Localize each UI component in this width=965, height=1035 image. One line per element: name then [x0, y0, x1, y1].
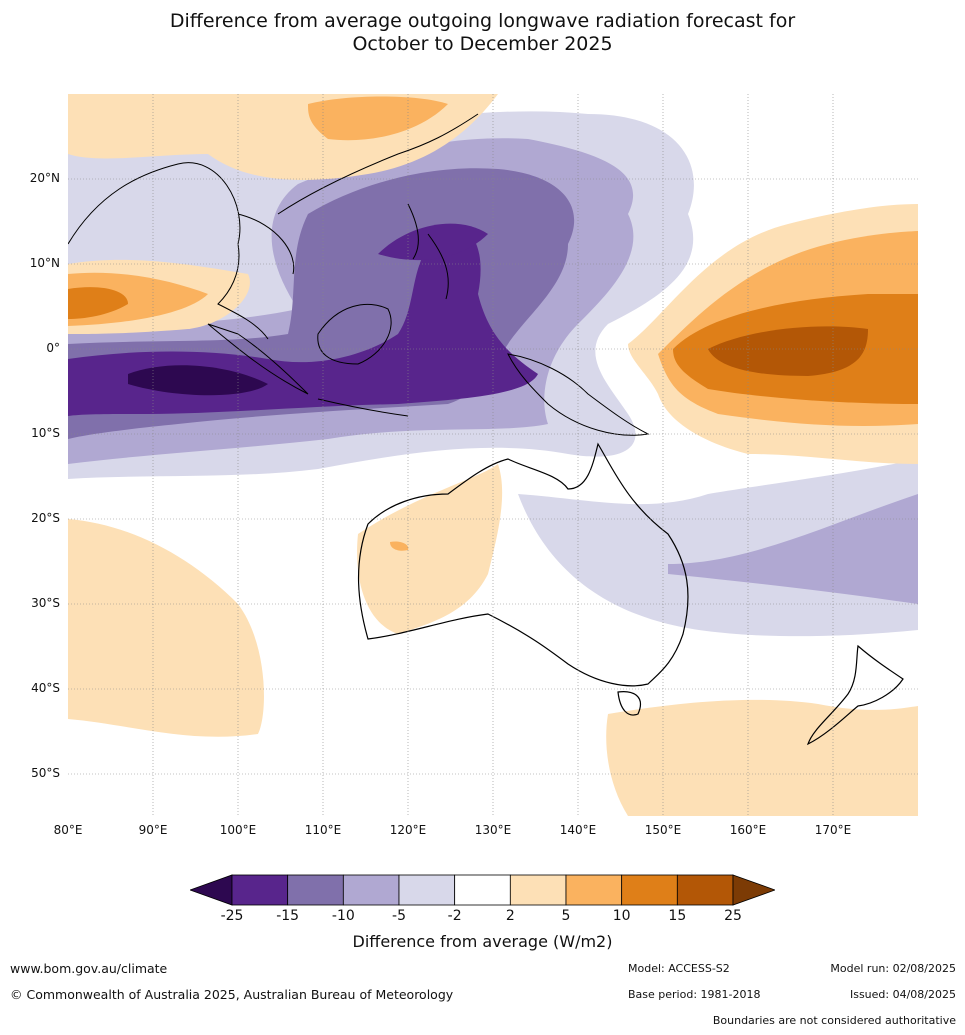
ocean-map	[68, 94, 918, 816]
colour-bar-arrow-low	[188, 874, 233, 906]
asia-coastline	[68, 113, 479, 340]
lon-label-150e: 150°E	[644, 823, 682, 837]
anomaly-band-pos2-southwest	[68, 519, 264, 737]
lon-label-140e: 140°E	[559, 823, 597, 837]
philippines-coastline	[407, 203, 449, 300]
new-zealand-coastline	[806, 644, 904, 746]
map-gridlines	[68, 94, 918, 816]
anomaly-band-pos15-pacific	[708, 326, 868, 376]
colour-bar	[188, 872, 777, 912]
sumatra-coastline	[207, 323, 309, 395]
australia-coastline	[357, 442, 689, 687]
anomaly-band-pos5-north	[308, 96, 448, 141]
lon-label-130e: 130°E	[474, 823, 512, 837]
colour-bar-arrow-high	[732, 874, 777, 906]
colour-bar-label: Difference from average (W/m2)	[352, 932, 613, 951]
colour-bar-tick-label: 10	[612, 908, 631, 924]
anomaly-band-neg2-east	[518, 459, 918, 637]
colour-bar-segment	[398, 874, 456, 906]
title-line-2: October to December 2025	[352, 33, 613, 55]
colour-bar-segment	[565, 874, 623, 906]
footer-url[interactable]: www.bom.gov.au/climate	[10, 961, 168, 976]
footer-model-run: Model run: 02/08/2025	[830, 962, 956, 975]
colour-bar-segment	[287, 874, 344, 906]
tasmania-coastline	[617, 691, 641, 716]
lat-label-50s: 50°S	[31, 766, 60, 780]
colour-bar-segment	[621, 874, 678, 906]
anomaly-band-neg25	[128, 365, 268, 396]
footer-model: Model: ACCESS-S2	[628, 962, 730, 975]
colour-bar-tick-label: 15	[668, 908, 687, 924]
java-coastline	[317, 398, 409, 417]
colour-bar-tick-label: -15	[276, 908, 300, 924]
colour-bar-segment	[509, 874, 567, 906]
map-title: Difference from average outgoing longwav…	[0, 10, 965, 56]
lat-label-10n: 10°N	[29, 256, 60, 270]
lon-label-100e: 100°E	[219, 823, 257, 837]
lat-label-30s: 30°S	[31, 596, 60, 610]
colour-bar-tick-label: 2	[505, 908, 515, 924]
footer-issued: Issued: 04/08/2025	[849, 988, 956, 1001]
colour-bar-tick-label: -2	[447, 908, 462, 924]
anomaly-band-pos2-southeast	[606, 699, 918, 816]
borneo-coastline	[317, 303, 392, 365]
colour-bar-tick-label: -25	[220, 908, 244, 924]
footer-disclaimer: Boundaries are not considered authoritat…	[712, 1014, 956, 1027]
anomaly-band-neg5-east	[668, 494, 918, 604]
lon-label-170e: 170°E	[814, 823, 852, 837]
colour-bar-tick-label: 25	[724, 908, 742, 924]
colour-bar-tick-label: -5	[392, 908, 406, 924]
anomaly-band-pos2-australia	[357, 464, 503, 634]
lat-label-0: 0°	[46, 341, 60, 355]
lat-label-40s: 40°S	[31, 681, 60, 695]
colour-bar-segment	[231, 874, 289, 906]
title-line-1: Difference from average outgoing longwav…	[169, 10, 796, 32]
lon-label-80e: 80°E	[53, 823, 83, 837]
lat-label-20n: 20°N	[29, 171, 60, 185]
lat-label-10s: 10°S	[31, 426, 60, 440]
lon-label-120e: 120°E	[389, 823, 427, 837]
lat-label-20s: 20°S	[31, 511, 60, 525]
colour-bar-tick-label: -10	[331, 908, 355, 924]
colour-bar-segment	[454, 874, 511, 906]
colour-bar-svg	[188, 874, 777, 906]
lon-label-90e: 90°E	[138, 823, 168, 837]
footer-base-period: Base period: 1981-2018	[628, 988, 761, 1001]
anomaly-map-svg	[68, 94, 918, 816]
colour-bar-segment	[676, 874, 734, 906]
colour-bar-tick-label: 5	[561, 908, 571, 924]
anomaly-band-pos10-indian	[68, 287, 128, 319]
anomaly-band-pos5-australia	[390, 541, 409, 551]
colour-bar-segment	[342, 874, 400, 906]
lon-label-160e: 160°E	[729, 823, 767, 837]
footer-copyright: © Commonwealth of Australia 2025, Austra…	[10, 987, 454, 1002]
lon-label-110e: 110°E	[304, 823, 342, 837]
